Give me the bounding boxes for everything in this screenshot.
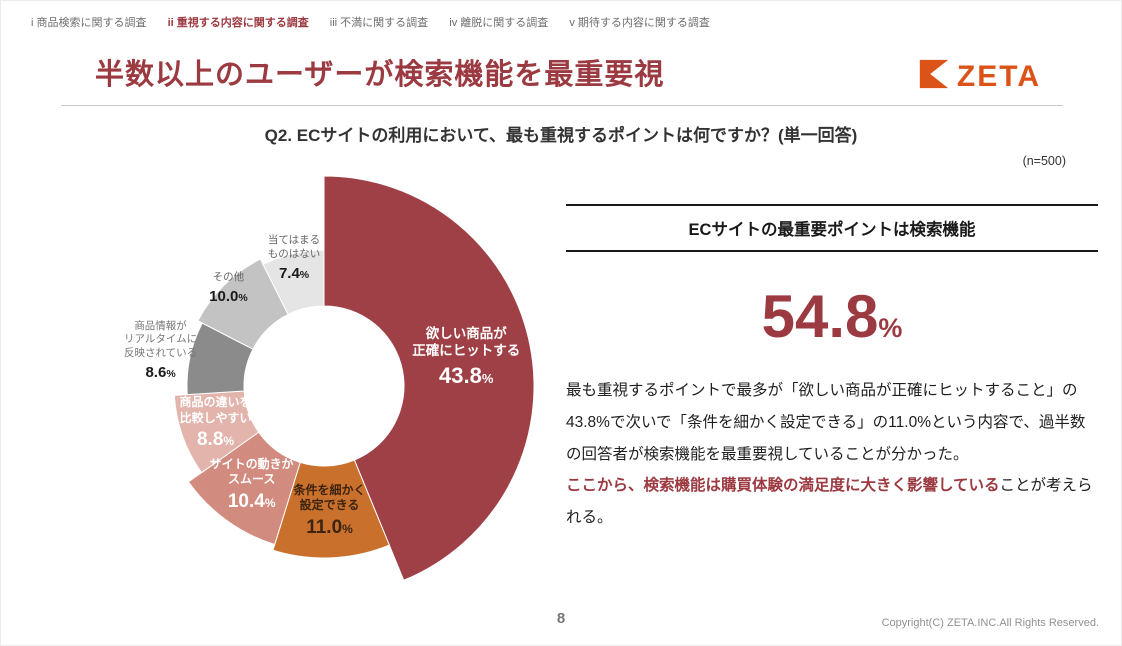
zeta-mark-icon (917, 57, 951, 96)
summary-text: 最も重視するポイントで最多が「欲しい商品が正確にヒットすること」の43.8%で次… (566, 375, 1098, 534)
title-divider (61, 105, 1063, 106)
stat-number: 54.8 (761, 283, 879, 350)
summary-panel: ECサイトの最重要ポイントは検索機能 54.8% 最も重視するポイントで最多が「… (566, 204, 1098, 549)
donut-chart: 欲しい商品が 正確にヒットする 43.8% 条件を細かく 設定できる 11.0% サイトの動… (19, 164, 559, 614)
zeta-logo-text: ZETA (956, 59, 1041, 93)
nav-tab-abandonment[interactable]: iv 離脱に関する調査 (449, 17, 549, 29)
nav-tab-product-search[interactable]: i 商品検索に関する調査 (31, 17, 147, 29)
survey-nav: i 商品検索に関する調査 ii 重視する内容に関する調査 iii 不満に関する調… (31, 14, 728, 30)
summary-text-tail: ことが考えられる。 (566, 477, 1093, 527)
donut-slice-1 (272, 459, 390, 559)
stat-unit: % (878, 313, 903, 343)
donut-slice-0 (323, 175, 535, 581)
question-title: Q2. ECサイトの利用において、最も重視するポイントは何ですか？(単一回答) (264, 126, 858, 145)
page-number: 8 (556, 610, 566, 627)
summary-text-main: 最も重視するポイントで最多が「欲しい商品が正確にヒットすること」の43.8%で次… (566, 382, 1086, 463)
zeta-logo: ZETA (917, 57, 1041, 96)
donut-chart-svg (173, 175, 535, 581)
nav-tab-expectations[interactable]: v 期待する内容に関する調査 (569, 17, 710, 29)
donut-slice-2 (187, 431, 301, 546)
nav-tab-dissatisfaction[interactable]: iii 不満に関する調査 (329, 17, 429, 29)
summary-text-highlight: ここから、検索機能は購買体験の満足度に大きく影響している (566, 477, 1000, 495)
donut-slice-3 (173, 390, 260, 474)
sample-size-label: (n=500) (1022, 154, 1066, 168)
donut-slice-6 (262, 249, 325, 316)
page-title: 半数以上のユーザーが検索機能を最重要視 (95, 59, 665, 91)
copyright: Copyright(C) ZETA.INC.All Rights Reserve… (881, 617, 1099, 629)
stat-value: 54.8% (566, 282, 1098, 351)
summary-header: ECサイトの最重要ポイントは検索機能 (566, 204, 1098, 252)
donut-slice-5 (197, 258, 289, 350)
nav-tab-important-content[interactable]: ii 重視する内容に関する調査 (167, 17, 309, 29)
